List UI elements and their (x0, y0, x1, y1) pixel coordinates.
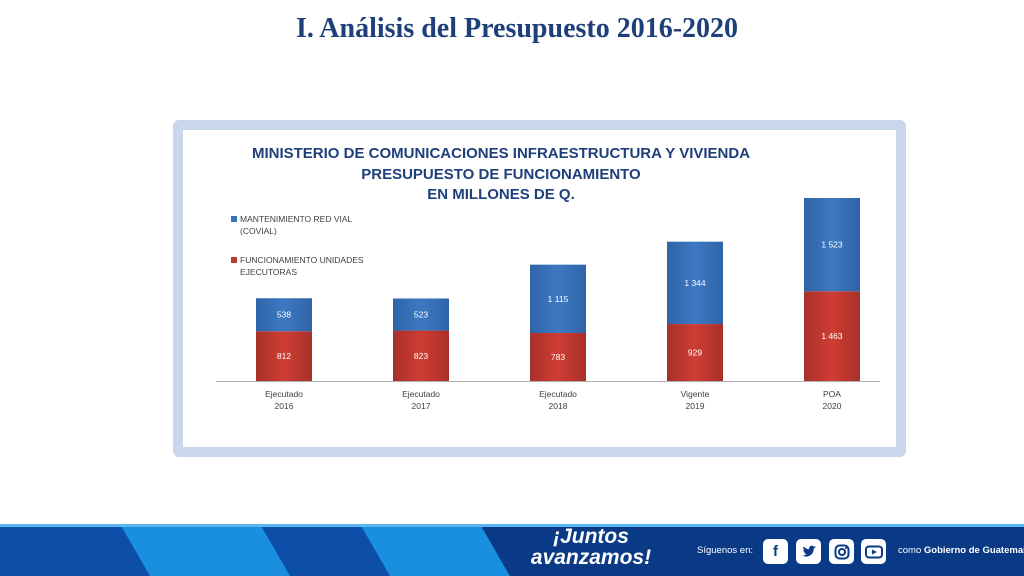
instagram-icon[interactable] (829, 539, 854, 564)
government-credit: como Gobierno de Guatemala (898, 545, 1024, 556)
brand-line-2: avanzamos! (530, 546, 652, 569)
x-tick-label-0-1: 2016 (275, 401, 294, 411)
x-tick-label-1-0: Ejecutado (402, 389, 440, 399)
government-name: Gobierno de Guatemala (923, 545, 1024, 556)
data-label-funcionamiento-4: 1 463 (821, 331, 843, 341)
x-tick-label-4-0: POA (823, 389, 841, 399)
x-tick-label-1-1: 2017 (412, 401, 431, 411)
bar-funcionamiento-0 (256, 331, 312, 381)
x-tick-label-2-1: 2018 (549, 401, 568, 411)
x-tick-label-4-1: 2020 (823, 401, 842, 411)
bar-mantenimiento-1 (393, 298, 449, 331)
chart-legend: MANTENIMIENTO RED VIAL (COVIAL) FUNCIONA… (231, 213, 371, 295)
legend-swatch-funcionamiento (231, 257, 237, 263)
brand-logo: ¡Juntos avanzamos! (516, 526, 666, 568)
data-label-funcionamiento-3: 929 (688, 348, 702, 358)
data-label-mantenimiento-4: 1 523 (821, 240, 843, 250)
chart-title-line-2: PRESUPUESTO DE FUNCIONAMIENTO (361, 165, 641, 183)
legend-swatch-mantenimiento (231, 216, 237, 222)
follow-text: Síguenos en: (697, 545, 753, 556)
x-tick-label-0-0: Ejecutado (265, 389, 303, 399)
x-tick-label-2-0: Ejecutado (539, 389, 577, 399)
data-label-mantenimiento-1: 523 (414, 310, 428, 320)
data-label-mantenimiento-2: 1 115 (548, 294, 569, 304)
bar-funcionamiento-4 (804, 291, 860, 381)
data-label-funcionamiento-2: 783 (551, 352, 565, 362)
data-label-funcionamiento-1: 823 (414, 351, 428, 361)
bar-funcionamiento-3 (667, 324, 723, 381)
facebook-icon[interactable]: f (763, 539, 788, 564)
bar-mantenimiento-2 (530, 264, 586, 334)
legend-label-funcionamiento: FUNCIONAMIENTO UNIDADES EJECUTORAS (240, 255, 364, 277)
x-tick-label-3-1: 2019 (686, 401, 705, 411)
data-label-funcionamiento-0: 812 (277, 351, 291, 361)
x-tick-label-3-0: Vigente (681, 389, 710, 399)
twitter-icon[interactable] (796, 539, 821, 564)
data-label-mantenimiento-3: 1 344 (684, 278, 706, 288)
chart-title-line-3: EN MILLONES DE Q. (427, 186, 575, 203)
brand-line-1: ¡Juntos (553, 525, 629, 548)
bar-funcionamiento-2 (530, 333, 586, 381)
bar-mantenimiento-3 (667, 241, 723, 325)
chart-title: MINISTERIO DE COMUNICACIONES INFRAESTRUC… (230, 144, 772, 206)
government-prefix: como (898, 545, 922, 556)
legend-item-funcionamiento: FUNCIONAMIENTO UNIDADES EJECUTORAS (231, 254, 371, 278)
legend-item-mantenimiento: MANTENIMIENTO RED VIAL (COVIAL) (231, 213, 371, 237)
slide-title: I. Análisis del Presupuesto 2016-2020 (295, 13, 739, 44)
bar-mantenimiento-4 (804, 197, 860, 292)
chart-title-line-1: MINISTERIO DE COMUNICACIONES INFRAESTRUC… (251, 145, 751, 162)
legend-label-mantenimiento: MANTENIMIENTO RED VIAL (COVIAL) (240, 214, 352, 236)
bar-mantenimiento-0 (256, 298, 312, 332)
data-label-mantenimiento-0: 538 (277, 310, 291, 320)
youtube-icon[interactable] (861, 539, 886, 564)
bar-funcionamiento-1 (393, 330, 449, 381)
